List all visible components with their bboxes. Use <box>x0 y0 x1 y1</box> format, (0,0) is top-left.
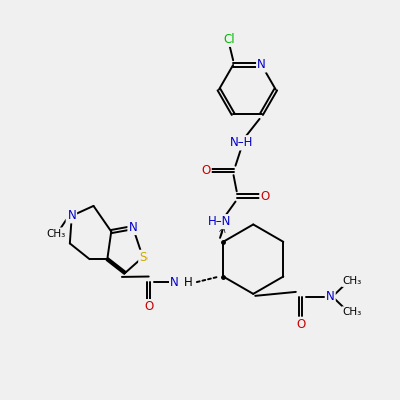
Text: Cl: Cl <box>223 33 235 46</box>
Text: CH₃: CH₃ <box>342 308 362 318</box>
Text: H–N: H–N <box>208 215 232 228</box>
Text: N: N <box>128 221 137 234</box>
Text: N: N <box>257 58 266 72</box>
Text: O: O <box>201 164 210 177</box>
Text: N: N <box>326 290 334 303</box>
Text: N: N <box>257 58 266 72</box>
Text: N: N <box>67 209 75 222</box>
Text: CH₃: CH₃ <box>46 228 66 238</box>
Text: O: O <box>296 318 305 331</box>
Text: CH₃: CH₃ <box>46 228 66 238</box>
Text: H–N: H–N <box>208 215 232 228</box>
Text: N: N <box>128 221 137 234</box>
Text: H: H <box>184 276 192 288</box>
Text: N–H: N–H <box>230 136 253 149</box>
Text: N: N <box>326 290 334 303</box>
Text: O: O <box>144 300 153 313</box>
Text: N–H: N–H <box>230 136 253 149</box>
Text: CH₃: CH₃ <box>342 308 362 318</box>
Text: O: O <box>201 164 210 177</box>
Text: O: O <box>144 300 153 313</box>
Text: N: N <box>170 276 179 288</box>
Text: H: H <box>184 276 192 288</box>
Text: N: N <box>170 276 179 288</box>
Text: N: N <box>68 209 76 222</box>
Text: O: O <box>260 190 270 202</box>
Text: Cl: Cl <box>223 33 235 46</box>
Text: O: O <box>260 190 270 202</box>
Text: O: O <box>296 318 305 331</box>
Text: CH₃: CH₃ <box>342 276 362 286</box>
Text: S: S <box>140 252 147 264</box>
Text: CH₃: CH₃ <box>342 276 362 286</box>
Text: S: S <box>139 251 146 264</box>
